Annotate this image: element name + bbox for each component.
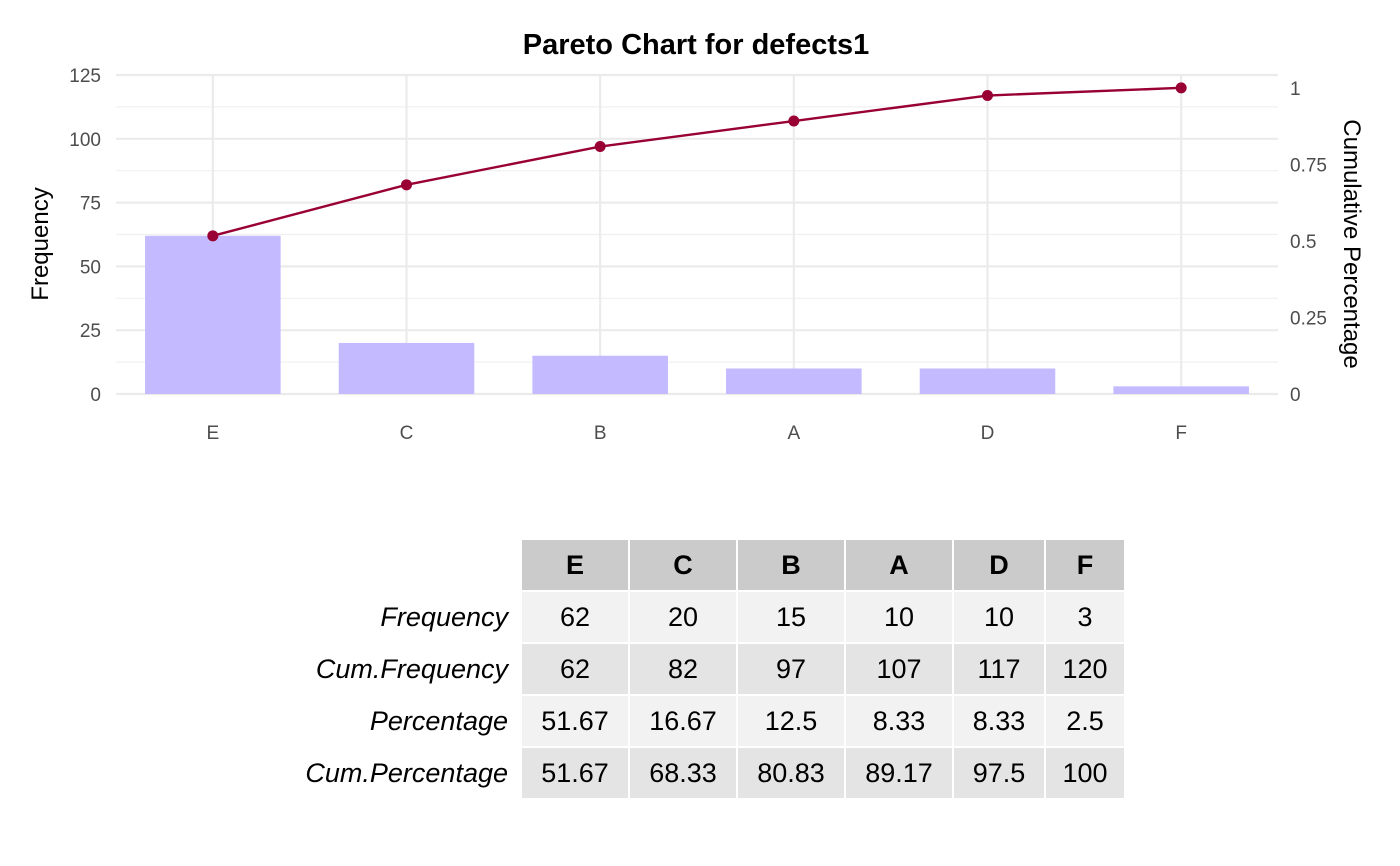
y-tick-label: 25 [80, 321, 101, 342]
y-tick-label: 75 [80, 194, 101, 215]
x-tick-label: F [1175, 423, 1187, 444]
table-cell: 68.33 [630, 748, 736, 798]
y2-tick-label: 0 [1290, 385, 1301, 406]
table-column-header: E [522, 540, 628, 590]
bar-E [145, 235, 281, 394]
y2-tick-label: 0.75 [1290, 155, 1327, 176]
table-row: Percentage 51.67 16.67 12.5 8.33 8.33 2.5 [272, 696, 1124, 746]
table-row-label: Cum.Percentage [272, 748, 520, 798]
x-tick-label: C [400, 423, 414, 444]
y-tick-label: 0 [90, 385, 101, 406]
table-cell: 117 [954, 644, 1044, 694]
table-cell: 8.33 [846, 696, 952, 746]
y-tick-label: 125 [69, 66, 101, 87]
x-tick-label: D [981, 423, 995, 444]
table-cell: 8.33 [954, 696, 1044, 746]
cumulative-point-A [788, 115, 800, 127]
table-cell: 10 [954, 592, 1044, 642]
cumulative-line [207, 82, 1187, 242]
table-cell: 20 [630, 592, 736, 642]
table-row-label: Frequency [272, 592, 520, 642]
table-row-label: Percentage [272, 696, 520, 746]
table-cell: 12.5 [738, 696, 844, 746]
bars [145, 235, 1249, 394]
table-cell: 97 [738, 644, 844, 694]
table-row: Frequency 62 20 15 10 10 3 [272, 592, 1124, 642]
y2-tick-label: 0.25 [1290, 308, 1327, 329]
pareto-chart: Pareto Chart for defects1 02550751001250… [27, 29, 1365, 444]
y-tick-label: 50 [80, 257, 101, 278]
cumulative-point-C [401, 179, 412, 191]
grid-lines [116, 73, 1278, 396]
x-tick-label: B [594, 423, 607, 444]
table-row: Cum.Percentage 51.67 68.33 80.83 89.17 97.5 10… [272, 748, 1124, 798]
bar-A [726, 368, 862, 394]
cumulative-point-F [1175, 82, 1187, 94]
bar-C [338, 342, 475, 394]
y-tick-label: 100 [69, 130, 101, 151]
table-column-header: F [1046, 540, 1124, 590]
table-cell: 100 [1046, 748, 1124, 798]
cumulative-point-B [594, 141, 606, 153]
x-tick-label: E [206, 423, 219, 444]
cumulative-point-D [982, 90, 993, 102]
table-cell: 120 [1046, 644, 1124, 694]
table-cell: 82 [630, 644, 736, 694]
table-cell: 89.17 [846, 748, 952, 798]
y2-tick-label: 1 [1290, 79, 1301, 100]
table-cell: 15 [738, 592, 844, 642]
axes: 0 25 50 75 100 125 0 0.25 0.5 0.75 1 E C B A D F [69, 66, 1327, 444]
table-column-header: D [954, 540, 1044, 590]
y2-tick-label: 0.5 [1290, 232, 1316, 253]
table-corner [272, 540, 520, 590]
table-column-header: C [630, 540, 736, 590]
y-axis-label: Frequency [27, 187, 54, 300]
table-cell: 51.67 [522, 748, 628, 798]
table-cell: 80.83 [738, 748, 844, 798]
table-body: Frequency 62 20 15 10 10 3 Cum.Frequency 62 82 97 1… [272, 592, 1124, 798]
x-tick-label: A [787, 423, 800, 444]
bar-F [1113, 386, 1249, 394]
table-cell: 97.5 [954, 748, 1044, 798]
bar-D [919, 368, 1056, 394]
chart-title: Pareto Chart for defects1 [523, 29, 870, 61]
cumulative-point-E [207, 230, 219, 242]
table-row-label: Cum.Frequency [272, 644, 520, 694]
cumulative-series-line [212, 86, 1182, 237]
table-row: Cum.Frequency 62 82 97 107 117 120 [272, 644, 1124, 694]
table-column-header: A [846, 540, 952, 590]
table-cell: 3 [1046, 592, 1124, 642]
y2-axis-label: Cumulative Percentage [1338, 119, 1365, 368]
table-cell: 10 [846, 592, 952, 642]
table-column-header: B [738, 540, 844, 590]
table-cell: 51.67 [522, 696, 628, 746]
table-cell: 62 [522, 592, 628, 642]
bar-B [532, 355, 668, 394]
table-cell: 16.67 [630, 696, 736, 746]
table-cell: 2.5 [1046, 696, 1124, 746]
table-cell: 62 [522, 644, 628, 694]
table-cell: 107 [846, 644, 952, 694]
